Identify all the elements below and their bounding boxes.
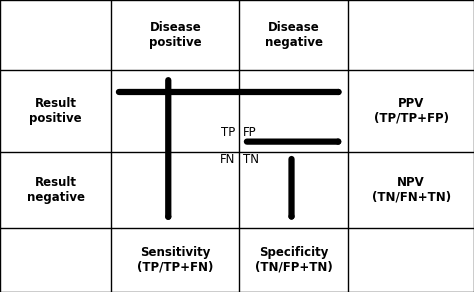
Text: TN: TN [243, 153, 259, 166]
Text: NPV
(TN/FN+TN): NPV (TN/FN+TN) [372, 176, 451, 204]
Text: Disease
negative: Disease negative [265, 21, 323, 49]
Text: FP: FP [243, 126, 257, 139]
Text: Result
positive: Result positive [29, 97, 82, 125]
Text: TP: TP [221, 126, 236, 139]
Text: PPV
(TP/TP+FP): PPV (TP/TP+FP) [374, 97, 449, 125]
Text: Sensitivity
(TP/TP+FN): Sensitivity (TP/TP+FN) [137, 246, 214, 274]
Text: FN: FN [220, 153, 236, 166]
Text: Specificity
(TN/FP+TN): Specificity (TN/FP+TN) [255, 246, 333, 274]
Text: Result
negative: Result negative [27, 176, 85, 204]
Text: Disease
positive: Disease positive [149, 21, 202, 49]
